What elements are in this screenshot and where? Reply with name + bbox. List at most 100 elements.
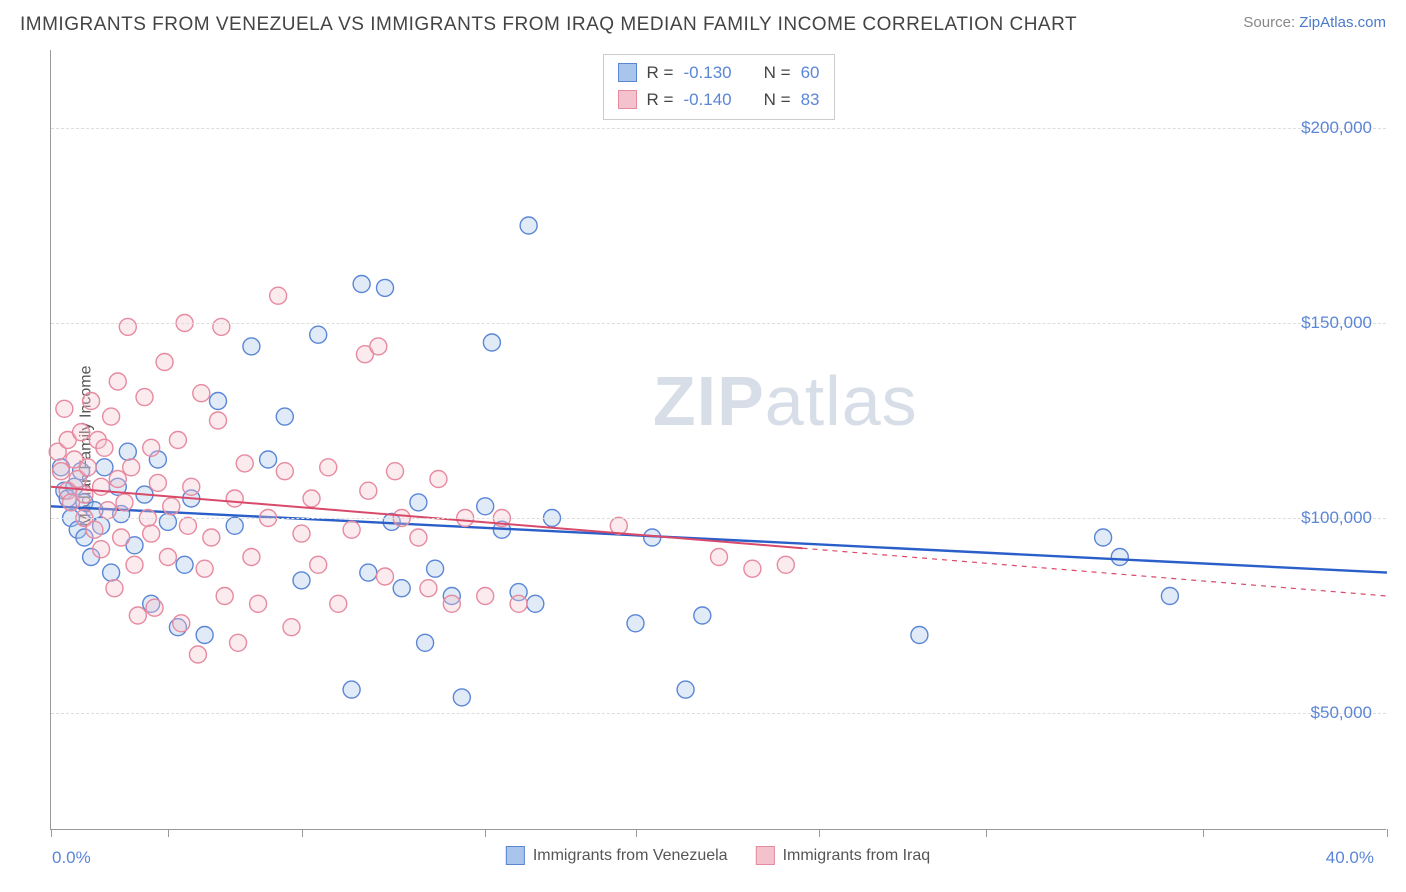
data-point <box>453 689 470 706</box>
stat-label-n: N = <box>764 59 791 86</box>
gridline-h <box>51 713 1386 714</box>
y-tick-label: $200,000 <box>1301 118 1372 138</box>
y-tick-label: $50,000 <box>1311 703 1372 723</box>
data-point <box>276 408 293 425</box>
data-point <box>694 607 711 624</box>
data-point <box>193 385 210 402</box>
x-tick-min: 0.0% <box>52 848 91 868</box>
data-point <box>303 490 320 507</box>
data-point <box>226 517 243 534</box>
data-point <box>159 513 176 530</box>
legend-item: Immigrants from Iraq <box>756 846 931 865</box>
data-point <box>430 471 447 488</box>
data-point <box>119 318 136 335</box>
data-point <box>129 607 146 624</box>
chart-container: IMMIGRANTS FROM VENEZUELA VS IMMIGRANTS … <box>0 0 1406 892</box>
stats-legend-row: R =-0.140N =83 <box>618 86 820 113</box>
data-point <box>677 681 694 698</box>
data-point <box>156 354 173 371</box>
data-point <box>149 474 166 491</box>
data-point <box>169 432 186 449</box>
data-point <box>56 400 73 417</box>
data-point <box>109 471 126 488</box>
stat-label-r: R = <box>647 59 674 86</box>
data-point <box>420 580 437 597</box>
data-point <box>360 564 377 581</box>
data-point <box>744 560 761 577</box>
data-point <box>146 599 163 616</box>
data-point <box>126 556 143 573</box>
x-tick-mark <box>302 829 303 837</box>
x-tick-mark <box>485 829 486 837</box>
legend-label: Immigrants from Iraq <box>783 847 931 865</box>
x-tick-mark <box>986 829 987 837</box>
source-prefix: Source: <box>1243 14 1299 31</box>
data-point <box>103 564 120 581</box>
data-point <box>236 455 253 472</box>
data-point <box>377 279 394 296</box>
data-point <box>777 556 794 573</box>
data-point <box>293 572 310 589</box>
stat-label-n: N = <box>764 86 791 113</box>
data-point <box>393 580 410 597</box>
plot-area: ZIPatlas R =-0.130N =60R =-0.140N =83 $5… <box>50 50 1386 830</box>
data-point <box>163 498 180 515</box>
data-point <box>370 338 387 355</box>
data-point <box>283 619 300 636</box>
stats-legend-box: R =-0.130N =60R =-0.140N =83 <box>603 54 835 120</box>
data-point <box>417 634 434 651</box>
x-tick-mark <box>636 829 637 837</box>
source-link[interactable]: ZipAtlas.com <box>1299 14 1386 31</box>
x-tick-mark <box>819 829 820 837</box>
data-point <box>103 408 120 425</box>
data-point <box>86 521 103 538</box>
data-point <box>276 463 293 480</box>
data-point <box>320 459 337 476</box>
data-point <box>243 338 260 355</box>
x-tick-mark <box>51 829 52 837</box>
data-point <box>93 478 110 495</box>
x-tick-max: 40.0% <box>1326 848 1374 868</box>
data-point <box>196 560 213 577</box>
data-point <box>159 549 176 566</box>
data-point <box>477 498 494 515</box>
data-point <box>136 389 153 406</box>
x-tick-mark <box>168 829 169 837</box>
data-point <box>387 463 404 480</box>
data-point <box>427 560 444 577</box>
data-point <box>143 439 160 456</box>
data-point <box>183 478 200 495</box>
data-point <box>226 490 243 507</box>
data-point <box>96 459 113 476</box>
data-point <box>343 521 360 538</box>
data-point <box>911 627 928 644</box>
x-tick-mark <box>1387 829 1388 837</box>
data-point <box>310 556 327 573</box>
data-point <box>196 627 213 644</box>
legend-swatch <box>756 846 775 865</box>
data-point <box>343 681 360 698</box>
data-point <box>377 568 394 585</box>
data-point <box>711 549 728 566</box>
legend-label: Immigrants from Venezuela <box>533 847 728 865</box>
data-point <box>483 334 500 351</box>
legend-item: Immigrants from Venezuela <box>506 846 728 865</box>
series-legend: Immigrants from Venezuela Immigrants from… <box>506 846 930 865</box>
data-point <box>293 525 310 542</box>
data-point <box>410 529 427 546</box>
data-point <box>477 588 494 605</box>
legend-swatch <box>618 90 637 109</box>
x-axis-row: 0.0% Immigrants from VenezuelaImmigrants… <box>50 840 1386 880</box>
stat-value-n: 60 <box>801 59 820 86</box>
data-point <box>230 634 247 651</box>
data-point <box>99 502 116 519</box>
data-point <box>510 595 527 612</box>
data-point <box>360 482 377 499</box>
data-point <box>93 541 110 558</box>
data-point <box>73 424 90 441</box>
data-point <box>176 556 193 573</box>
data-point <box>270 287 287 304</box>
data-point <box>210 412 227 429</box>
data-point <box>173 615 190 632</box>
data-point <box>353 276 370 293</box>
